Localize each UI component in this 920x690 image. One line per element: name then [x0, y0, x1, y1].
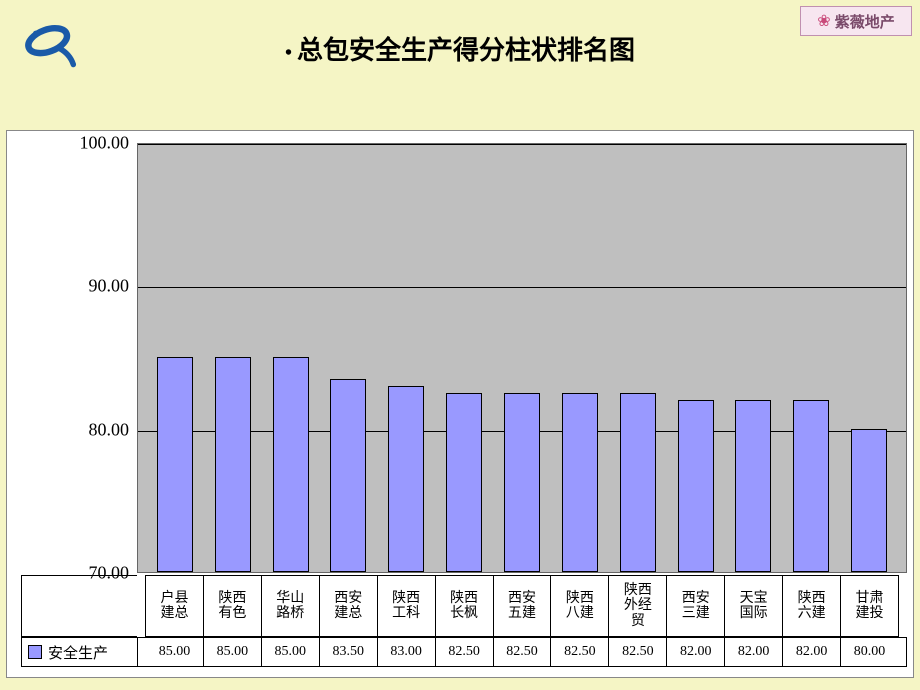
x-axis-label: 陕西外经贸 [609, 575, 667, 637]
chart-container: 70.0080.0090.00100.00 户县建总陕西有色华山路桥西安建总陕西… [6, 130, 914, 678]
x-axis-label: 户县建总 [145, 575, 204, 637]
bar [157, 357, 193, 572]
bar-slot [667, 144, 725, 572]
x-axis-label: 华山路桥 [262, 575, 320, 637]
bar-slot [146, 144, 204, 572]
data-value-cell: 82.00 [667, 638, 725, 666]
bar [446, 393, 482, 572]
bar-slot [435, 144, 493, 572]
data-value-cell: 82.50 [436, 638, 494, 666]
data-value-cell: 83.50 [320, 638, 378, 666]
chart-title: 总包安全生产得分柱状排名图 [285, 30, 635, 67]
data-value-cell: 82.50 [609, 638, 667, 666]
data-value-cell: 85.00 [146, 638, 204, 666]
x-axis-label: 甘肃建投 [841, 575, 899, 637]
x-axis-header-pad [21, 575, 137, 637]
data-value-cell: 85.00 [262, 638, 320, 666]
bar [678, 400, 714, 572]
bar-slot [840, 144, 898, 572]
bar-slot [204, 144, 262, 572]
bar [504, 393, 540, 572]
data-value-cell: 80.00 [841, 638, 898, 666]
x-axis-label: 陕西有色 [204, 575, 262, 637]
series-name: 安全生产 [48, 642, 108, 663]
data-value-cell: 82.00 [725, 638, 783, 666]
bar [620, 393, 656, 572]
data-value-cell: 82.00 [783, 638, 841, 666]
y-tick-label: 80.00 [49, 419, 129, 440]
bar [562, 393, 598, 572]
x-axis-label: 天宝国际 [725, 575, 783, 637]
bar-slot [609, 144, 667, 572]
bar [273, 357, 309, 572]
x-axis-label: 陕西长枫 [436, 575, 494, 637]
bar-slot [551, 144, 609, 572]
bar [735, 400, 771, 572]
y-tick-label: 100.00 [49, 133, 129, 154]
bar [793, 400, 829, 572]
y-tick-label: 90.00 [49, 276, 129, 297]
data-value-cell: 85.00 [204, 638, 262, 666]
data-value-cells: 85.0085.0085.0083.5083.0082.5082.5082.50… [138, 638, 906, 666]
bar-slot [320, 144, 378, 572]
bar-slot [493, 144, 551, 572]
bar [330, 379, 366, 573]
data-value-cell: 83.00 [378, 638, 436, 666]
data-value-cell: 82.50 [551, 638, 609, 666]
bar [388, 386, 424, 572]
data-table-row: 安全生产 85.0085.0085.0083.5083.0082.5082.50… [21, 637, 907, 667]
bar-slot [724, 144, 782, 572]
x-axis-label: 西安三建 [667, 575, 725, 637]
plot-area [137, 143, 907, 573]
x-axis-label: 西安建总 [320, 575, 378, 637]
bar-slot [262, 144, 320, 572]
legend-swatch [28, 645, 42, 659]
bar [215, 357, 251, 572]
x-axis-label: 陕西八建 [551, 575, 609, 637]
company-logo-right: ❀ 紫薇地产 [800, 6, 912, 36]
header: ❀ 紫薇地产 总包安全生产得分柱状排名图 [0, 0, 920, 120]
x-axis-label: 西安五建 [494, 575, 552, 637]
bar [851, 429, 887, 572]
bar-slot [782, 144, 840, 572]
legend-cell: 安全生产 [22, 638, 138, 666]
x-axis-label: 陕西六建 [783, 575, 841, 637]
logo-right-text: 紫薇地产 [835, 11, 895, 32]
data-value-cell: 82.50 [494, 638, 552, 666]
x-axis-label: 陕西工科 [378, 575, 436, 637]
bars-group [138, 144, 906, 572]
flower-icon: ❀ [817, 11, 830, 31]
x-axis-labels: 户县建总陕西有色华山路桥西安建总陕西工科陕西长枫西安五建陕西八建陕西外经贸西安三… [137, 575, 907, 637]
company-logo-left [22, 15, 77, 70]
bar-slot [377, 144, 435, 572]
